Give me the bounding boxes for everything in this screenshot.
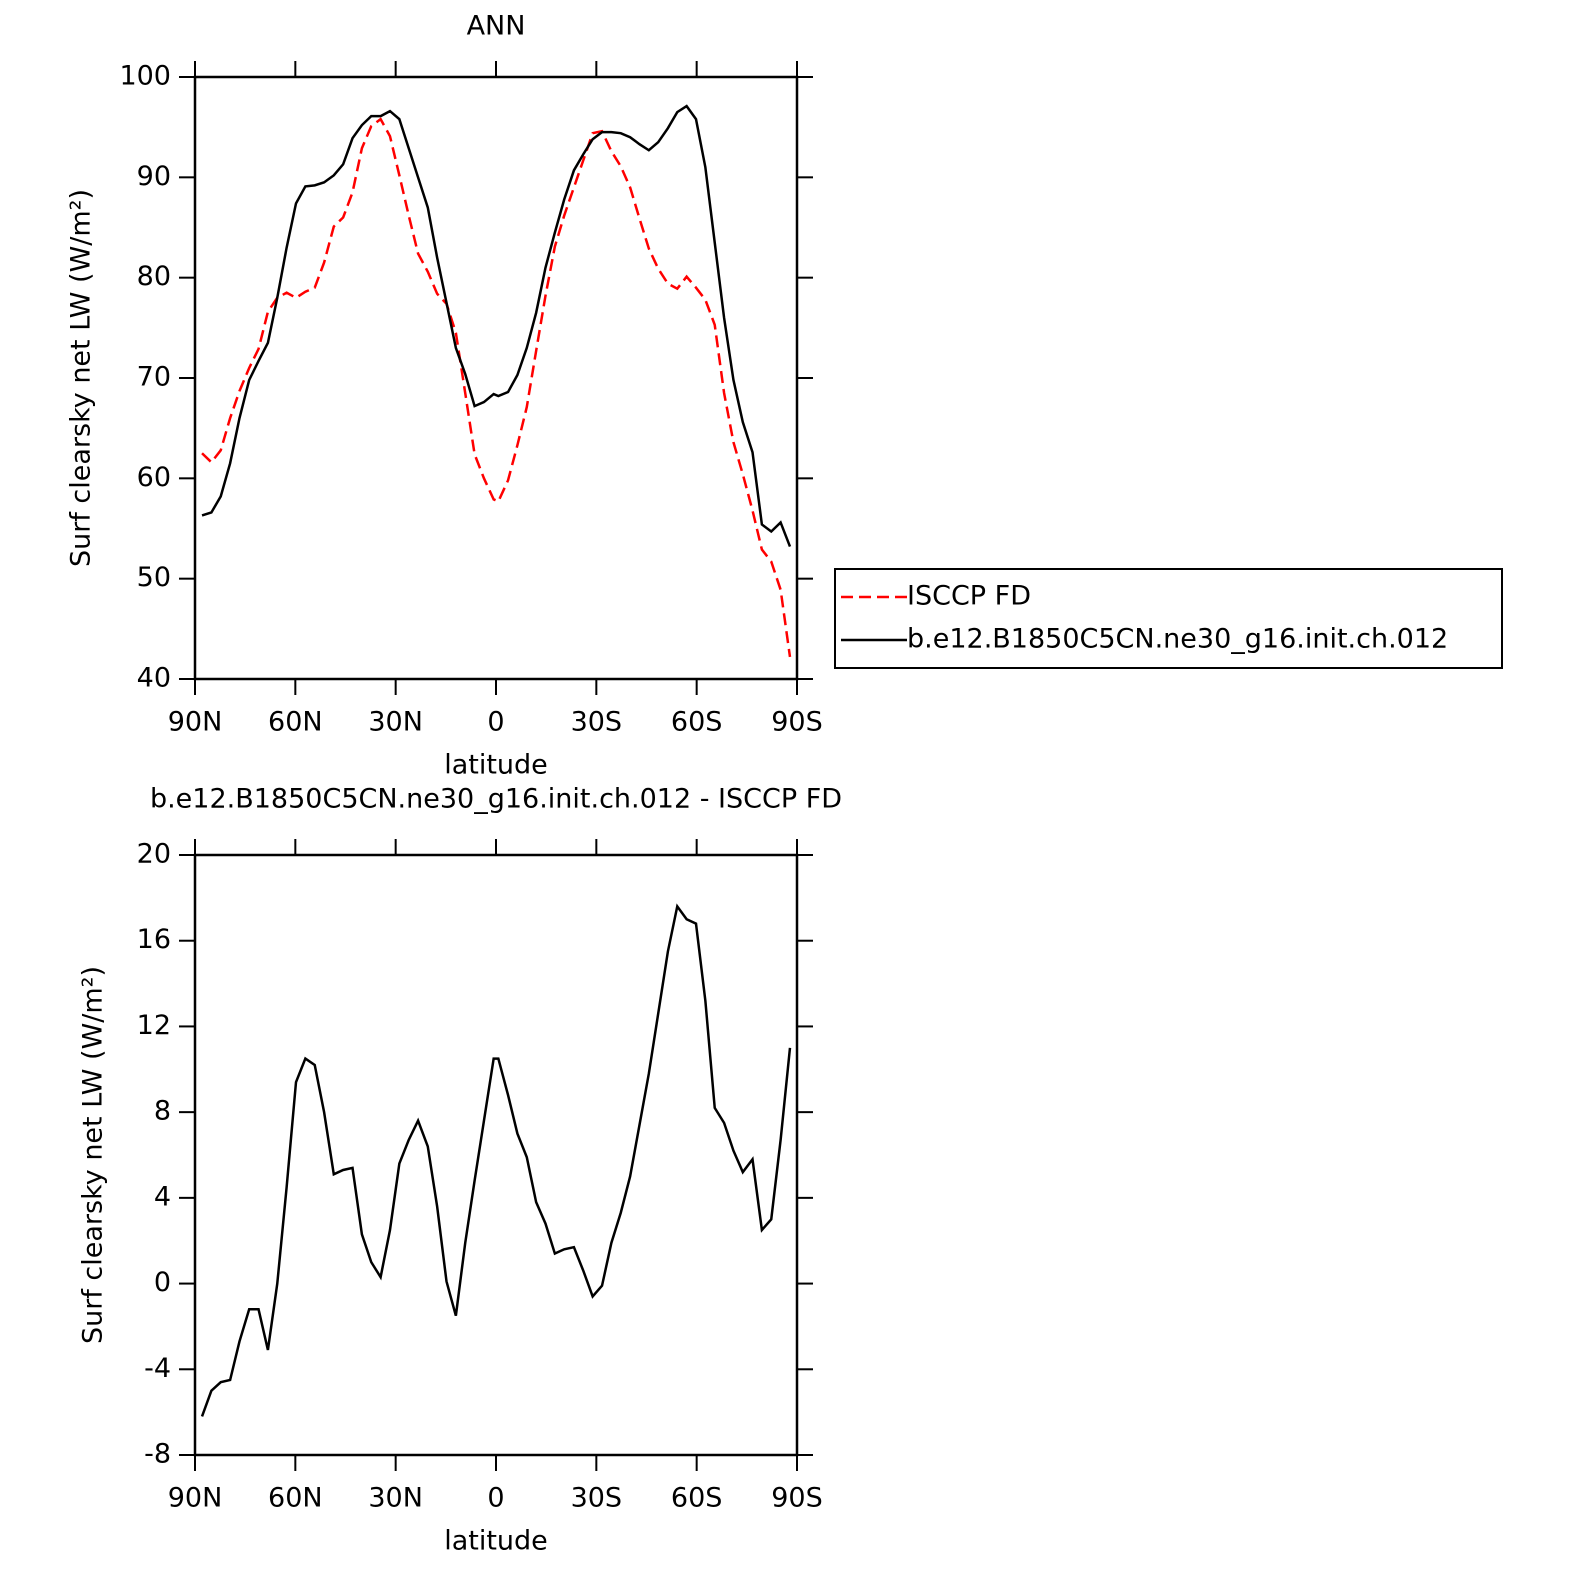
x-tick-label: 60N xyxy=(268,707,323,738)
series-line xyxy=(200,903,792,1417)
x-tick-label: 60N xyxy=(268,1483,323,1514)
series-line xyxy=(201,104,792,548)
x-tick-label: 30S xyxy=(571,707,623,738)
y-tick-label: 90 xyxy=(137,161,171,192)
x-tick-label: 60S xyxy=(671,1483,723,1514)
y-tick-label: 40 xyxy=(137,663,171,694)
x-axis-label: latitude xyxy=(444,1526,548,1557)
y-tick-label: 0 xyxy=(154,1267,171,1298)
legend-box xyxy=(834,568,1503,669)
y-axis-label: Surf clearsky net LW (W/m²) xyxy=(66,189,97,567)
x-tick-label: 90S xyxy=(771,1483,823,1514)
y-tick-label: -8 xyxy=(144,1439,171,1470)
y-axis-label: Surf clearsky net LW (W/m²) xyxy=(78,966,109,1344)
y-tick-label: 16 xyxy=(137,924,171,955)
x-axis-label: latitude xyxy=(444,750,548,781)
chart-title: b.e12.B1850C5CN.ne30_g16.init.ch.012 - I… xyxy=(150,784,842,815)
y-tick-label: 20 xyxy=(137,839,171,870)
plot-frame xyxy=(193,75,799,681)
legend-label: b.e12.B1850C5CN.ne30_g16.init.ch.012 xyxy=(907,624,1448,655)
y-tick-label: 8 xyxy=(154,1096,171,1127)
y-tick-label: 100 xyxy=(119,61,171,92)
series-line xyxy=(201,117,792,658)
y-tick-label: 80 xyxy=(137,261,171,292)
y-tick-label: 12 xyxy=(137,1010,171,1041)
y-tick-label: -4 xyxy=(144,1353,171,1384)
y-tick-label: 70 xyxy=(137,362,171,393)
y-tick-label: 4 xyxy=(154,1181,171,1212)
x-tick-label: 30S xyxy=(571,1483,623,1514)
x-tick-label: 90S xyxy=(771,707,823,738)
x-tick-label: 30N xyxy=(368,707,423,738)
plot-frame xyxy=(193,853,799,1457)
x-tick-label: 0 xyxy=(487,707,504,738)
y-tick-label: 50 xyxy=(137,562,171,593)
x-tick-label: 90N xyxy=(168,707,223,738)
chart-title: ANN xyxy=(467,11,526,42)
legend-label: ISCCP FD xyxy=(907,581,1031,612)
x-tick-label: 90N xyxy=(168,1483,223,1514)
x-tick-label: 0 xyxy=(487,1483,504,1514)
x-tick-label: 30N xyxy=(368,1483,423,1514)
y-tick-label: 60 xyxy=(137,462,171,493)
x-tick-label: 60S xyxy=(671,707,723,738)
